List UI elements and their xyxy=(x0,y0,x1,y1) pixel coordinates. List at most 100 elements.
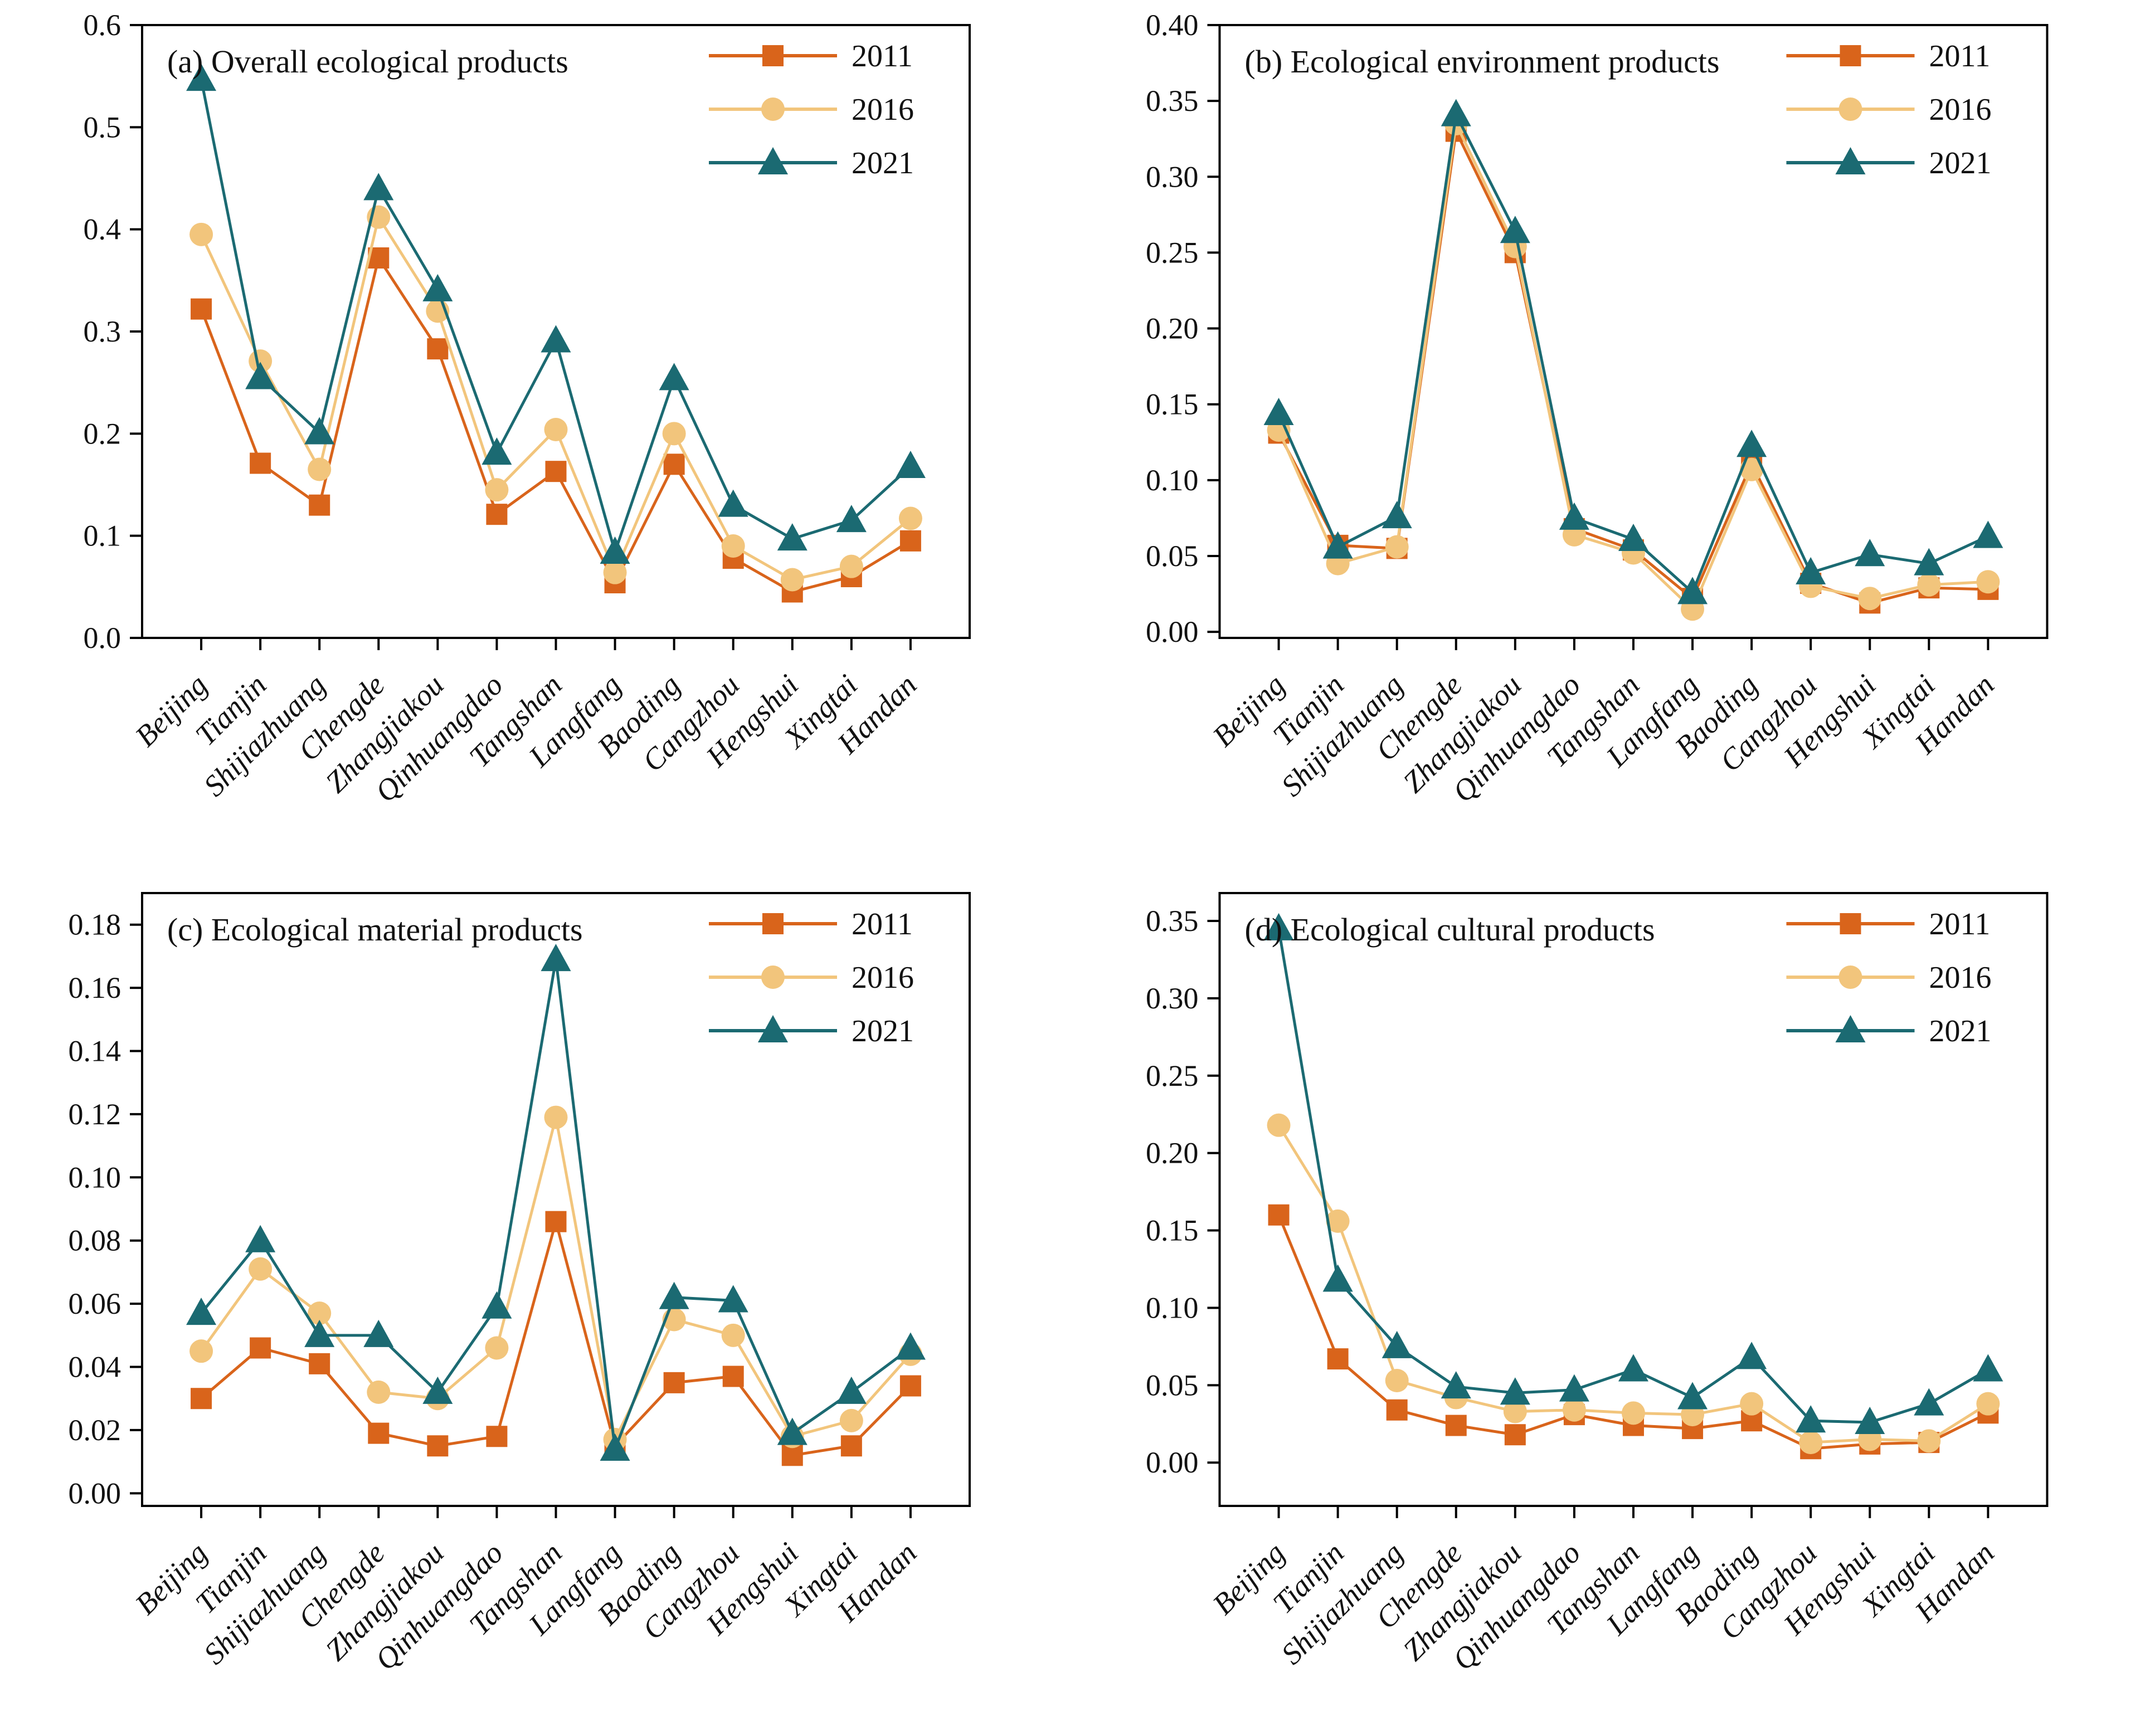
panel-title: (d) Ecological cultural products xyxy=(1245,911,1655,948)
y-tick-label: 0.15 xyxy=(1146,1214,1199,1247)
circle-marker-2016 xyxy=(662,422,686,446)
y-tick-label: 0.18 xyxy=(69,908,121,942)
y-tick-label: 0.00 xyxy=(1146,615,1199,648)
circle-marker-2016 xyxy=(1385,535,1409,559)
circle-marker-2016 xyxy=(189,1339,213,1363)
triangle-marker-2021 xyxy=(1381,501,1412,529)
legend-label-2021: 2021 xyxy=(852,146,914,181)
circle-marker-2016 xyxy=(780,568,804,592)
legend-label-2016: 2016 xyxy=(1929,960,1992,995)
square-marker-2011 xyxy=(250,452,271,474)
square-marker-2011 xyxy=(191,1388,212,1410)
series-2021 xyxy=(186,64,926,564)
panel-d-ecological-cultural-products-chart: 0.00 0.05 0.10 0.15 0.20 0.25 0.30 0.35 BeijingT… xyxy=(1146,892,2049,1676)
circle-marker-2016 xyxy=(1503,1399,1527,1423)
y-axis: 0.00 0.02 0.04 0.06 0.08 0.10 0.12 0.14 0.16 0.18 xyxy=(69,908,142,1510)
triangle-marker-2021 xyxy=(422,274,453,301)
circle-marker-2016 xyxy=(544,418,568,441)
square-marker-legend-2011 xyxy=(1840,45,1861,66)
triangle-marker-legend-2021 xyxy=(1835,1015,1866,1042)
circle-marker-2016 xyxy=(1562,1398,1586,1422)
triangle-marker-2021 xyxy=(1736,1342,1767,1369)
y-tick-label: 0.25 xyxy=(1146,236,1199,269)
triangle-marker-2021 xyxy=(1796,1405,1826,1433)
circle-marker-2016 xyxy=(1799,1431,1823,1455)
triangle-marker-2021 xyxy=(245,362,276,389)
legend-label-2011: 2011 xyxy=(1929,39,1991,74)
square-marker-2011 xyxy=(781,1445,803,1466)
series-2021 xyxy=(186,944,926,1461)
square-marker-legend-2011 xyxy=(762,45,784,66)
triangle-marker-2021 xyxy=(363,1319,394,1347)
triangle-marker-2021 xyxy=(1914,1388,1944,1416)
y-tick-label: 0.6 xyxy=(84,8,121,42)
circle-marker-2016 xyxy=(485,1336,509,1360)
y-tick-label: 0.30 xyxy=(1146,160,1199,193)
y-tick-label: 0.06 xyxy=(69,1287,121,1320)
y-tick-label: 0.10 xyxy=(1146,464,1199,497)
panel-b-ecological-environment-products-chart: 0.00 0.05 0.10 0.15 0.20 0.25 0.30 0.35 0.40 Beij… xyxy=(1146,8,2049,808)
triangle-marker-2021 xyxy=(836,1376,867,1404)
triangle-marker-2021 xyxy=(541,325,571,353)
y-axis: 0.00 0.05 0.10 0.15 0.20 0.25 0.30 0.35 0.40 xyxy=(1146,8,1220,648)
circle-marker-2016 xyxy=(721,1323,745,1347)
circle-marker-2016 xyxy=(1858,587,1882,611)
circle-marker-2016 xyxy=(308,457,332,481)
triangle-marker-2021 xyxy=(1500,216,1530,243)
circle-marker-legend-2016 xyxy=(1838,965,1862,989)
circle-marker-legend-2016 xyxy=(761,965,785,989)
y-tick-label: 0.05 xyxy=(1146,539,1199,573)
y-tick-label: 0.05 xyxy=(1146,1368,1199,1402)
legend-label-2021: 2021 xyxy=(852,1014,914,1049)
y-tick-label: 0.15 xyxy=(1146,388,1199,421)
triangle-marker-2021 xyxy=(600,537,630,564)
circle-marker-2016 xyxy=(721,534,745,558)
x-axis: BeijingTianjinShijiazhuangChengdeZhangji… xyxy=(129,638,923,808)
legend-label-2011: 2011 xyxy=(852,39,913,74)
series-line-2016 xyxy=(1277,1124,1989,1444)
triangle-marker-legend-2021 xyxy=(758,147,788,174)
series-line-2016 xyxy=(200,1116,912,1444)
circle-marker-legend-2016 xyxy=(1838,97,1862,121)
y-tick-label: 0.25 xyxy=(1146,1059,1199,1093)
triangle-marker-2021 xyxy=(1677,577,1708,604)
triangle-marker-2021 xyxy=(304,417,335,445)
square-marker-2011 xyxy=(486,1426,508,1447)
circle-marker-2016 xyxy=(898,506,922,530)
triangle-marker-2021 xyxy=(1500,1377,1530,1405)
square-marker-2011 xyxy=(663,453,685,475)
y-tick-label: 0.02 xyxy=(69,1413,121,1447)
square-marker-2011 xyxy=(1445,1415,1467,1436)
legend-label-2021: 2021 xyxy=(1929,146,1992,181)
square-marker-2011 xyxy=(722,1366,744,1387)
square-marker-2011 xyxy=(545,1211,567,1232)
triangle-marker-2021 xyxy=(1796,557,1826,584)
triangle-marker-2021 xyxy=(1441,99,1471,126)
triangle-marker-2021 xyxy=(659,1281,689,1309)
series-line-2021 xyxy=(200,959,912,1450)
y-tick-label: 0.2 xyxy=(84,417,121,450)
legend: 2011 2016 2021 xyxy=(709,39,914,181)
circle-marker-2016 xyxy=(1326,1209,1350,1233)
triangle-marker-2021 xyxy=(1973,1354,2003,1382)
panel-title: (b) Ecological environment products xyxy=(1245,43,1720,80)
legend: 2011 2016 2021 xyxy=(1786,39,1992,181)
triangle-marker-2021 xyxy=(186,1298,217,1325)
triangle-marker-2021 xyxy=(304,1319,335,1347)
triangle-marker-2021 xyxy=(1618,524,1648,552)
square-marker-2011 xyxy=(840,1435,862,1457)
y-tick-label: 0.04 xyxy=(69,1350,121,1384)
square-marker-2011 xyxy=(1504,1424,1526,1446)
triangle-marker-2021 xyxy=(186,64,217,91)
triangle-marker-2021 xyxy=(245,1225,276,1252)
triangle-marker-2021 xyxy=(1677,1382,1708,1410)
panel-title: (a) Overall ecological products xyxy=(167,43,568,80)
square-marker-2011 xyxy=(427,1435,449,1457)
circle-marker-2016 xyxy=(485,478,509,502)
y-tick-label: 0.35 xyxy=(1146,84,1199,118)
circle-marker-2016 xyxy=(839,1408,863,1432)
y-tick-label: 0.10 xyxy=(1146,1291,1199,1324)
circle-marker-2016 xyxy=(249,349,273,373)
y-tick-label: 0.20 xyxy=(1146,312,1199,345)
circle-marker-2016 xyxy=(1740,457,1764,481)
